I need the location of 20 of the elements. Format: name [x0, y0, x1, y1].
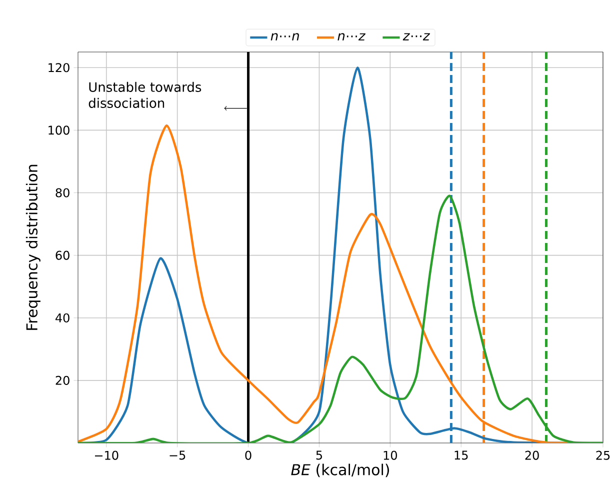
x-axis-title: BE (kcal/mol) — [291, 464, 389, 478]
x-tick-label: 15 — [454, 450, 468, 460]
annotation: Unstable towards dissociation — [88, 82, 202, 108]
x-tick-label: −10 — [94, 450, 118, 460]
x-tick-label: 5 — [316, 450, 322, 460]
y-tick-label: 20 — [56, 376, 70, 385]
y-tick-label: 40 — [56, 313, 70, 322]
legend-label: n⋯n — [270, 33, 299, 40]
legend-label: z⋯z — [402, 33, 430, 40]
y-tick-label: 60 — [56, 250, 70, 260]
y-axis-title: Frequency distribution — [26, 164, 40, 330]
x-tick-label: 25 — [596, 450, 610, 460]
x-tick-label: −5 — [170, 450, 186, 460]
x-tick-label: 10 — [384, 450, 397, 460]
y-tick-label: 80 — [56, 188, 70, 198]
legend-label: n⋯z — [338, 33, 366, 40]
x-tick-label: 20 — [525, 450, 539, 460]
y-tick-label: 100 — [48, 126, 70, 135]
y-tick-label: 120 — [48, 63, 70, 72]
x-tick-label: 0 — [245, 450, 252, 460]
